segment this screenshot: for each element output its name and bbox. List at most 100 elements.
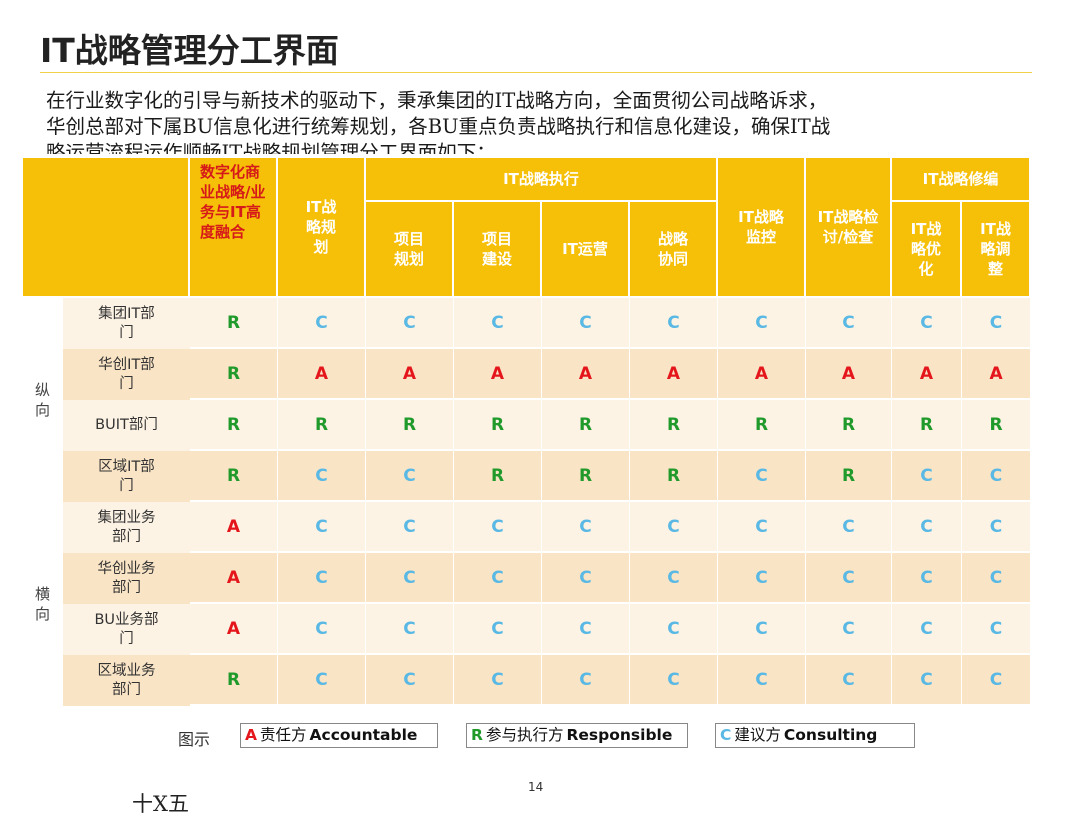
header-digital-label: 数字化商业战略/业务与IT高度融合 (200, 163, 266, 241)
legend-consulting: C 建议方 Consulting (715, 723, 915, 748)
table-row: 纵向 集团IT部门 R C C C C C C C C C (23, 298, 1032, 502)
raci-cell: A (190, 502, 278, 553)
raci-cell: C (454, 298, 542, 349)
row-label: 华创业务部门 (63, 553, 190, 604)
legend-code: R (471, 726, 483, 744)
raci-cell: R (454, 451, 542, 502)
raci-cell: C (718, 451, 807, 502)
header-strategy-sync-label: 战略协同 (657, 230, 688, 268)
header-adjust-label: IT战略调整 (980, 220, 1011, 278)
row-label-text: 集团IT部门 (98, 305, 155, 341)
raci-cell: A (190, 604, 278, 655)
table-row: BUIT部门 R R R R R R R R R R (23, 400, 1032, 451)
raci-cell: R (366, 400, 454, 451)
raci-cell: C (962, 655, 1032, 706)
raci-cell: A (718, 349, 807, 400)
raci-cell: C (892, 604, 963, 655)
group-label: 横向 (23, 502, 63, 706)
raci-cell: C (962, 451, 1032, 502)
raci-cell: C (366, 655, 454, 706)
legend-cn: 责任方 (260, 726, 307, 744)
row-label: BUIT部门 (63, 400, 190, 451)
raci-cell: C (542, 655, 630, 706)
header-it-monitor: IT战略监控 (718, 158, 807, 298)
raci-cell: C (718, 604, 807, 655)
raci-cell: C (718, 553, 807, 604)
row-label-text: 区域业务部门 (97, 662, 156, 698)
intro-paragraph: 在行业数字化的引导与新技术的驱动下，秉承集团的IT战略方向，全面贯彻公司战略诉求… (46, 88, 1021, 154)
raci-cell: C (366, 502, 454, 553)
row-label: 区域业务部门 (63, 655, 190, 706)
header-it-optimize: IT战略优化 (892, 202, 963, 298)
raci-cell: C (962, 604, 1032, 655)
legend-accountable: A 责任方 Accountable (240, 723, 438, 748)
raci-cell: C (630, 298, 719, 349)
raci-cell: R (718, 400, 807, 451)
raci-cell: A (278, 349, 366, 400)
raci-cell: C (806, 502, 893, 553)
row-label-text: 华创IT部门 (98, 356, 155, 392)
legend-en: Responsible (566, 726, 673, 744)
header-corner (23, 158, 190, 298)
raci-cell: C (962, 502, 1032, 553)
legend-en: Accountable (309, 726, 418, 744)
raci-cell: C (454, 655, 542, 706)
raci-cell: C (806, 553, 893, 604)
raci-table: 数字化商业战略/业务与IT高度融合 IT战略规划 IT战略执行 IT战略监控 I… (23, 158, 1032, 706)
title-divider (40, 72, 1032, 73)
raci-cell: R (454, 400, 542, 451)
row-label-text: BU业务部门 (94, 611, 159, 647)
raci-cell: A (542, 349, 630, 400)
table-row: 华创业务部门 A C C C C C C C C C (23, 553, 1032, 604)
header-it-ops: IT运营 (542, 202, 630, 298)
legend-code: A (245, 726, 257, 744)
page-number: 14 (528, 780, 544, 794)
raci-cell: C (718, 655, 807, 706)
raci-cell: R (190, 655, 278, 706)
group-label-text: 纵向 (34, 381, 50, 419)
raci-cell: R (542, 400, 630, 451)
header-planning-label: IT战略规划 (305, 198, 337, 256)
legend-label: 图示 (178, 730, 211, 749)
raci-cell: A (806, 349, 893, 400)
header-optimize-label: IT战略优化 (910, 220, 942, 278)
raci-cell: C (366, 451, 454, 502)
raci-cell: R (806, 400, 893, 451)
legend-responsible: R 参与执行方 Responsible (466, 723, 688, 748)
row-label: BU业务部门 (63, 604, 190, 655)
raci-cell: C (278, 502, 366, 553)
raci-cell: C (718, 298, 807, 349)
raci-cell: R (542, 451, 630, 502)
raci-cell: A (630, 349, 719, 400)
row-label: 集团业务部门 (63, 502, 190, 553)
header-it-review: IT战略检讨/检查 (806, 158, 893, 298)
raci-cell: C (630, 655, 719, 706)
raci-cell: C (806, 604, 893, 655)
header-monitor-label: IT战略监控 (738, 208, 784, 246)
raci-cell: R (962, 400, 1032, 451)
raci-cell: A (892, 349, 963, 400)
raci-cell: R (892, 400, 963, 451)
raci-cell: C (278, 553, 366, 604)
raci-cell: A (190, 553, 278, 604)
legend-en: Consulting (783, 726, 878, 744)
raci-cell: C (718, 502, 807, 553)
table-row: 区域业务部门 R C C C C C C C C C (23, 655, 1032, 706)
header-it-planning: IT战略规划 (278, 158, 366, 298)
row-label-text: 区域IT部门 (98, 458, 155, 494)
raci-cell: C (806, 655, 893, 706)
raci-cell: C (454, 553, 542, 604)
raci-cell: C (366, 553, 454, 604)
header-it-revision: IT战略修编 (892, 158, 1032, 202)
raci-cell: C (542, 502, 630, 553)
row-label: 区域IT部门 (63, 451, 190, 502)
group-label: 纵向 (23, 298, 63, 502)
raci-cell: R (806, 451, 893, 502)
raci-cell: C (962, 298, 1032, 349)
footer-fragment: 十X五 (132, 792, 189, 816)
raci-cell: C (366, 298, 454, 349)
raci-cell: C (892, 298, 963, 349)
raci-cell: C (542, 298, 630, 349)
raci-cell: R (630, 451, 719, 502)
table-row: 区域IT部门 R C C R R R C R C C (23, 451, 1032, 502)
